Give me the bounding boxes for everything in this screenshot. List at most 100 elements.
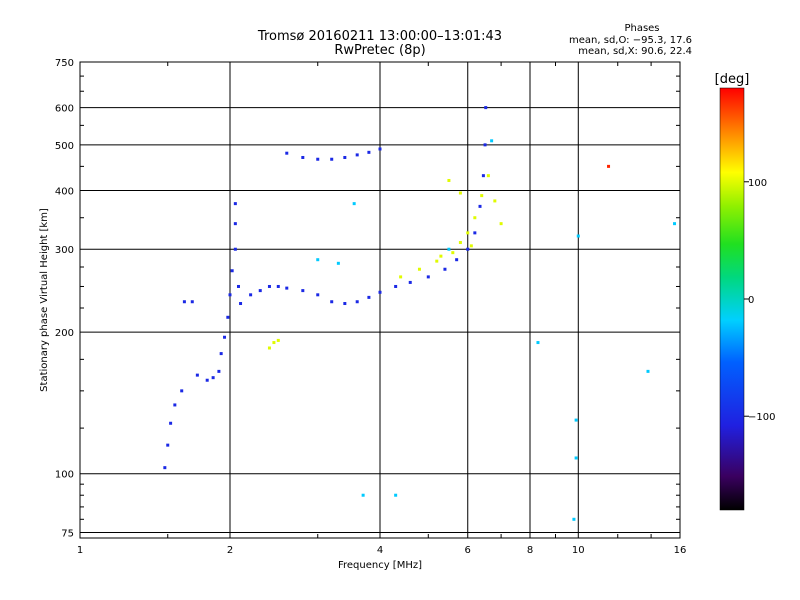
- y-tick-label: 500: [55, 141, 74, 152]
- colorbar-label: [deg]: [715, 72, 750, 87]
- x-axis-label: Frequency [MHz]: [338, 560, 422, 571]
- data-point: [455, 258, 459, 262]
- y-tick-label: 200: [55, 328, 74, 339]
- data-point: [180, 389, 184, 393]
- data-point: [343, 302, 347, 306]
- data-point: [574, 418, 578, 422]
- data-point: [226, 315, 230, 319]
- data-point: [473, 216, 477, 220]
- data-point: [233, 247, 237, 251]
- data-point: [301, 289, 305, 293]
- data-point: [219, 352, 223, 356]
- data-point: [330, 157, 334, 161]
- data-point: [233, 222, 237, 226]
- data-point: [443, 267, 447, 271]
- data-point: [394, 493, 398, 497]
- data-point: [394, 284, 398, 288]
- data-point: [493, 199, 497, 203]
- x-tick-label: 8: [527, 545, 533, 556]
- y-ticks: 75 100 200 300 400 500 600 750: [55, 58, 680, 539]
- data-point: [361, 493, 365, 497]
- data-point: [223, 335, 227, 339]
- data-point: [301, 155, 305, 159]
- colorbar-tick-label: 0: [748, 295, 754, 306]
- data-point: [276, 338, 280, 342]
- data-point: [574, 456, 578, 460]
- data-point: [330, 300, 334, 304]
- plot-area: 1 2 4 6 8 10 16 75 100 200 300 400 500 600 750: [55, 58, 686, 556]
- data-point: [272, 341, 276, 345]
- data-point: [490, 139, 494, 143]
- x-tick-label: 1: [77, 545, 83, 556]
- data-point: [249, 293, 253, 297]
- x-tick-label: 2: [227, 545, 233, 556]
- colorbar-tick-label: 100: [748, 178, 767, 189]
- data-point: [576, 234, 580, 238]
- data-point: [646, 369, 650, 373]
- data-point: [408, 280, 412, 284]
- data-point: [499, 222, 503, 226]
- data-point: [276, 284, 280, 288]
- x-tick-label: 10: [572, 545, 585, 556]
- x-tick-label: 4: [377, 545, 383, 556]
- data-point: [211, 376, 215, 380]
- data-point: [458, 241, 462, 245]
- data-point: [417, 267, 421, 271]
- data-point: [536, 341, 540, 345]
- data-point: [336, 261, 340, 265]
- data-point: [258, 289, 262, 293]
- data-point: [355, 300, 359, 304]
- data-point: [473, 231, 477, 235]
- data-point: [607, 164, 611, 168]
- data-point: [466, 247, 470, 251]
- data-point: [316, 258, 320, 262]
- data-point: [439, 254, 443, 258]
- data-point: [316, 293, 320, 297]
- data-point: [195, 373, 199, 377]
- data-point: [458, 191, 462, 195]
- data-point: [182, 300, 186, 304]
- x-ticks: 1 2 4 6 8 10 16: [77, 62, 687, 556]
- chart-title: Tromsø 20160211 13:00:00–13:01:43: [257, 29, 502, 44]
- data-point: [169, 421, 173, 425]
- data-point: [447, 178, 451, 182]
- data-point: [166, 443, 170, 447]
- data-point: [355, 153, 359, 157]
- data-point: [239, 302, 243, 306]
- data-point: [228, 293, 232, 297]
- data-point: [451, 251, 455, 255]
- data-point: [190, 300, 194, 304]
- data-point: [173, 403, 177, 407]
- data-point: [466, 231, 470, 235]
- chart-subtitle: RwPretec (8p): [334, 43, 425, 58]
- y-tick-label: 300: [55, 245, 74, 256]
- data-point: [236, 284, 240, 288]
- data-point: [399, 275, 403, 279]
- data-point: [230, 269, 234, 273]
- data-point: [285, 151, 289, 155]
- stats-heading: Phases: [624, 23, 659, 34]
- data-point: [378, 147, 382, 151]
- data-points: [163, 106, 677, 521]
- y-tick-label: 75: [61, 528, 74, 539]
- data-point: [435, 259, 439, 263]
- data-point: [367, 150, 371, 154]
- data-point: [469, 244, 473, 248]
- data-point: [316, 157, 320, 161]
- colorbar-ticks: 100 0 −100: [744, 178, 775, 423]
- data-point: [343, 155, 347, 159]
- data-point: [285, 286, 289, 290]
- data-point: [352, 202, 356, 206]
- data-point: [483, 143, 487, 147]
- colorbar-tick-label: −100: [748, 412, 775, 423]
- data-point: [267, 284, 271, 288]
- colorbar-gradient: [719, 87, 745, 511]
- data-point: [447, 247, 451, 251]
- y-tick-label: 100: [55, 470, 74, 481]
- y-tick-label: 750: [55, 58, 74, 69]
- data-point: [484, 106, 488, 110]
- data-point: [217, 369, 221, 373]
- x-tick-label: 16: [674, 545, 687, 556]
- data-point: [478, 204, 482, 208]
